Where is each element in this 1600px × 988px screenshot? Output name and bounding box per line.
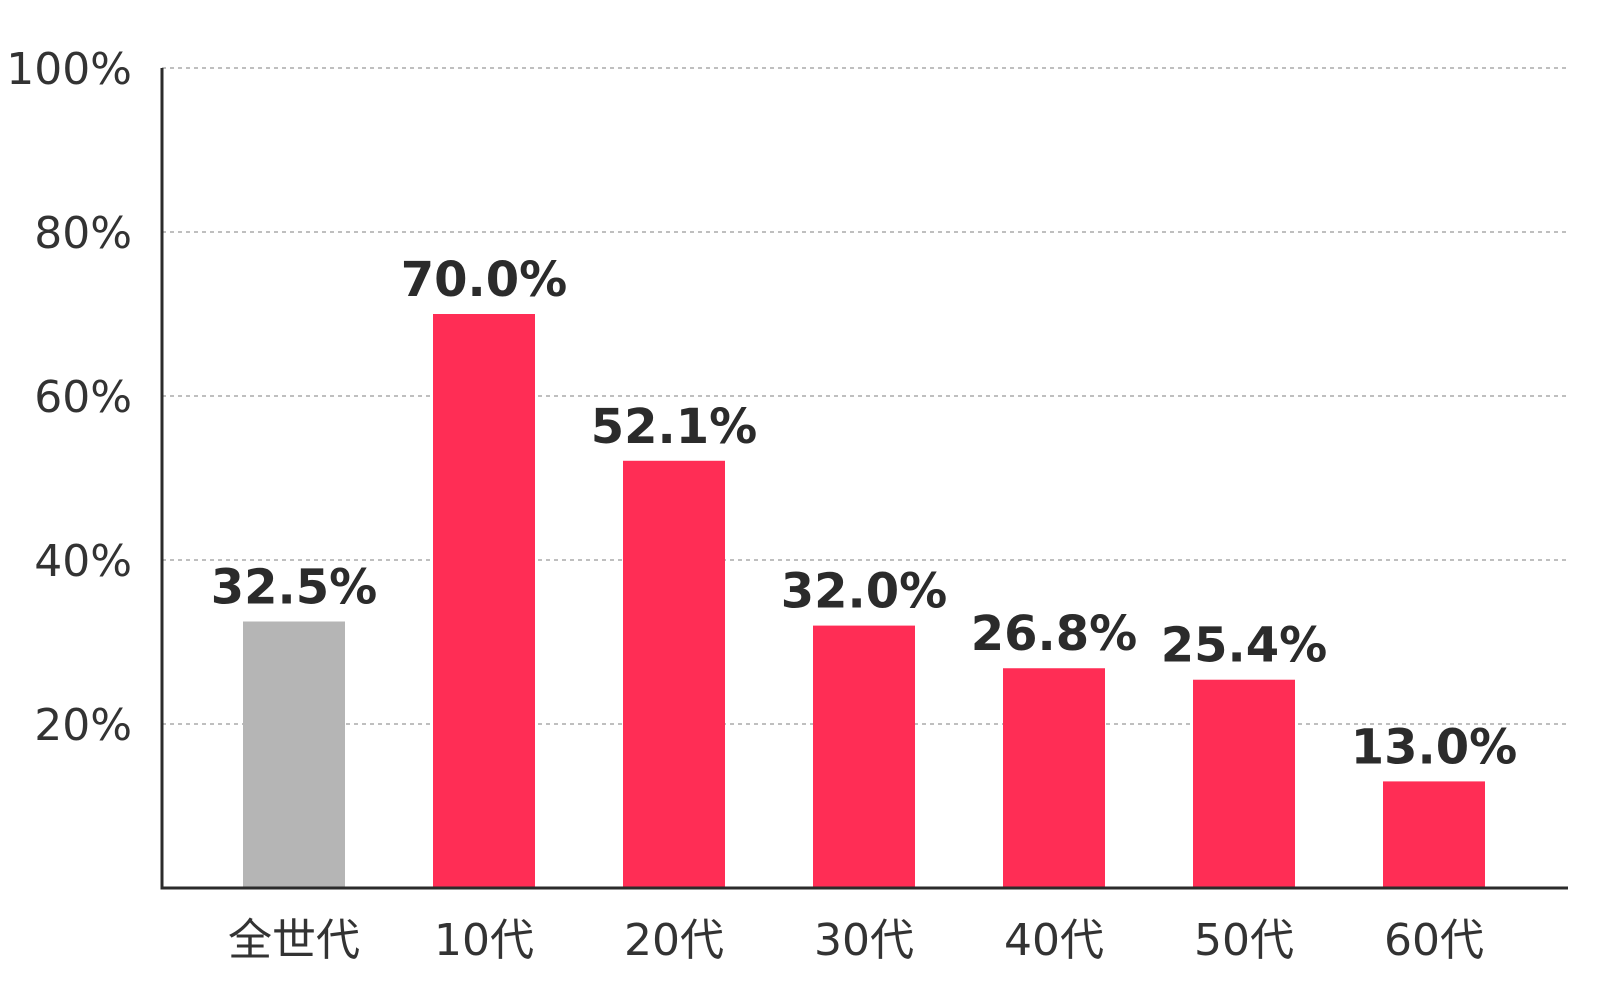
data-label: 32.0% bbox=[781, 564, 948, 620]
bar-2 bbox=[623, 460, 725, 888]
y-tick-label: 60% bbox=[34, 372, 132, 423]
data-label: 70.0% bbox=[401, 252, 568, 308]
y-axis-ticks: 20% 40% 60% 80% 100% bbox=[6, 44, 132, 751]
data-label: 25.4% bbox=[1161, 618, 1328, 674]
data-label: 26.8% bbox=[971, 606, 1138, 662]
y-tick-label: 80% bbox=[34, 208, 132, 259]
bar-6 bbox=[1383, 781, 1485, 888]
grid-lines bbox=[162, 67, 1568, 725]
x-tick-label: 20代 bbox=[624, 915, 724, 966]
data-label: 13.0% bbox=[1351, 719, 1518, 775]
x-tick-label: 10代 bbox=[434, 915, 534, 966]
x-tick-label: 30代 bbox=[814, 915, 914, 966]
bar-0 bbox=[243, 621, 345, 888]
bars bbox=[243, 314, 1485, 888]
y-tick-label: 40% bbox=[34, 536, 132, 587]
y-tick-label: 100% bbox=[6, 44, 132, 95]
data-label: 32.5% bbox=[211, 560, 378, 616]
x-tick-label: 50代 bbox=[1194, 915, 1294, 966]
bar-4 bbox=[1003, 668, 1105, 888]
bar-5 bbox=[1193, 679, 1295, 888]
data-labels: 32.5% 70.0% 52.1% 32.0% 26.8% 25.4% 13.0% bbox=[211, 252, 1518, 775]
x-tick-label: 全世代 bbox=[228, 915, 360, 966]
y-tick-label: 20% bbox=[34, 700, 132, 751]
x-axis-ticks: 全世代 10代 20代 30代 40代 50代 60代 bbox=[228, 915, 1484, 966]
x-tick-label: 60代 bbox=[1384, 915, 1484, 966]
x-tick-label: 40代 bbox=[1004, 915, 1104, 966]
data-label: 52.1% bbox=[591, 399, 758, 455]
bar-3 bbox=[813, 625, 915, 888]
bar-1 bbox=[433, 314, 535, 888]
